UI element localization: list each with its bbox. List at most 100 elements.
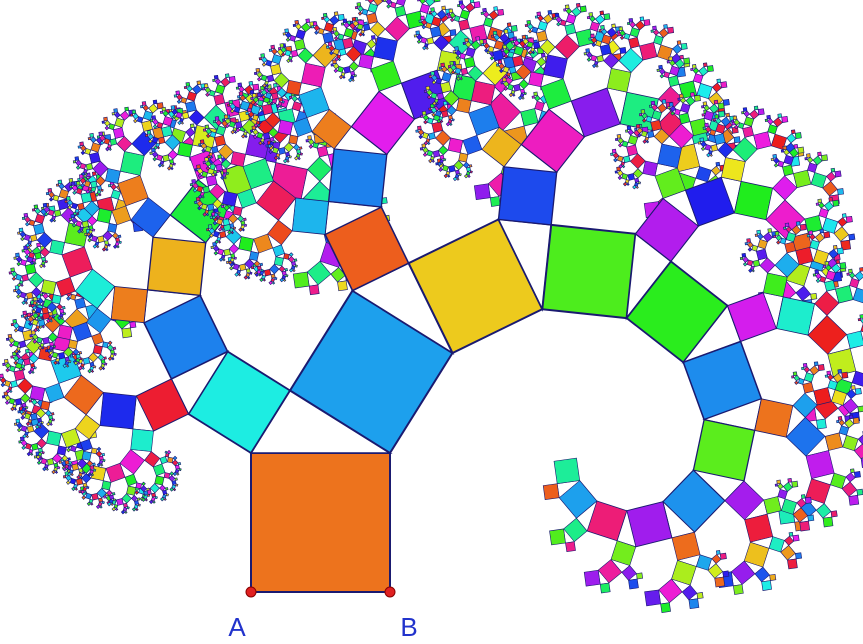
square bbox=[627, 22, 629, 24]
square bbox=[600, 583, 610, 593]
square bbox=[52, 315, 54, 317]
square bbox=[504, 30, 508, 34]
square bbox=[417, 0, 419, 1]
square bbox=[273, 83, 277, 87]
square bbox=[816, 203, 818, 206]
square bbox=[678, 98, 680, 101]
square bbox=[252, 93, 256, 97]
square bbox=[720, 553, 726, 559]
square bbox=[145, 499, 147, 501]
square bbox=[162, 165, 164, 167]
square bbox=[292, 198, 328, 234]
square bbox=[19, 441, 21, 443]
square bbox=[740, 257, 743, 260]
square bbox=[211, 246, 214, 248]
square bbox=[816, 419, 826, 429]
square bbox=[700, 138, 704, 142]
square bbox=[152, 116, 156, 120]
square bbox=[259, 58, 261, 60]
square bbox=[791, 130, 795, 134]
square bbox=[431, 71, 435, 75]
square bbox=[442, 6, 446, 10]
square bbox=[483, 8, 487, 12]
square bbox=[0, 374, 3, 378]
square bbox=[105, 363, 107, 365]
square bbox=[295, 265, 297, 267]
square bbox=[600, 11, 604, 15]
point-a bbox=[246, 587, 256, 597]
square bbox=[322, 17, 325, 20]
square bbox=[668, 106, 670, 108]
square bbox=[109, 148, 111, 150]
square bbox=[257, 93, 261, 97]
square bbox=[784, 227, 786, 230]
square bbox=[130, 114, 132, 116]
square bbox=[636, 124, 640, 128]
square bbox=[4, 359, 8, 363]
square bbox=[192, 180, 196, 184]
square bbox=[293, 24, 296, 26]
square bbox=[576, 3, 580, 7]
square bbox=[244, 218, 247, 221]
square bbox=[289, 156, 291, 158]
square bbox=[422, 111, 426, 115]
square bbox=[771, 158, 773, 160]
square bbox=[203, 88, 206, 91]
square bbox=[18, 232, 20, 234]
square bbox=[34, 367, 36, 369]
square bbox=[657, 69, 660, 71]
square bbox=[635, 128, 637, 131]
square bbox=[494, 7, 498, 11]
square bbox=[811, 293, 817, 299]
square bbox=[814, 362, 818, 366]
square bbox=[195, 169, 197, 172]
square bbox=[148, 237, 206, 295]
square bbox=[250, 272, 252, 274]
square bbox=[838, 416, 842, 420]
square bbox=[801, 495, 805, 499]
square bbox=[169, 110, 172, 112]
square bbox=[470, 0, 474, 3]
square bbox=[429, 75, 431, 78]
square bbox=[474, 184, 490, 200]
square bbox=[251, 97, 254, 99]
square bbox=[825, 375, 828, 377]
square bbox=[807, 235, 809, 237]
square bbox=[165, 488, 168, 491]
square bbox=[113, 347, 116, 350]
square bbox=[218, 155, 222, 159]
square bbox=[768, 229, 772, 233]
square bbox=[591, 34, 595, 38]
square bbox=[177, 473, 179, 475]
square bbox=[82, 472, 84, 474]
square bbox=[23, 311, 27, 315]
square bbox=[420, 148, 422, 151]
square bbox=[640, 17, 644, 21]
square bbox=[615, 171, 617, 173]
square bbox=[203, 129, 206, 132]
square bbox=[155, 496, 157, 498]
square bbox=[511, 41, 514, 44]
square bbox=[213, 79, 215, 81]
square bbox=[197, 81, 201, 85]
square bbox=[775, 232, 779, 236]
square bbox=[140, 105, 143, 108]
square bbox=[8, 334, 12, 338]
square bbox=[849, 495, 859, 505]
square bbox=[580, 6, 586, 12]
square bbox=[823, 517, 833, 527]
square bbox=[587, 16, 589, 18]
square bbox=[584, 570, 600, 586]
square bbox=[78, 178, 81, 180]
square bbox=[444, 159, 446, 161]
square bbox=[371, 36, 375, 40]
square bbox=[3, 363, 6, 366]
square bbox=[78, 146, 80, 148]
square bbox=[13, 319, 17, 323]
square bbox=[835, 171, 841, 177]
square bbox=[800, 521, 810, 531]
square bbox=[689, 599, 699, 609]
square bbox=[58, 467, 60, 469]
square bbox=[299, 147, 302, 150]
square bbox=[855, 388, 861, 394]
